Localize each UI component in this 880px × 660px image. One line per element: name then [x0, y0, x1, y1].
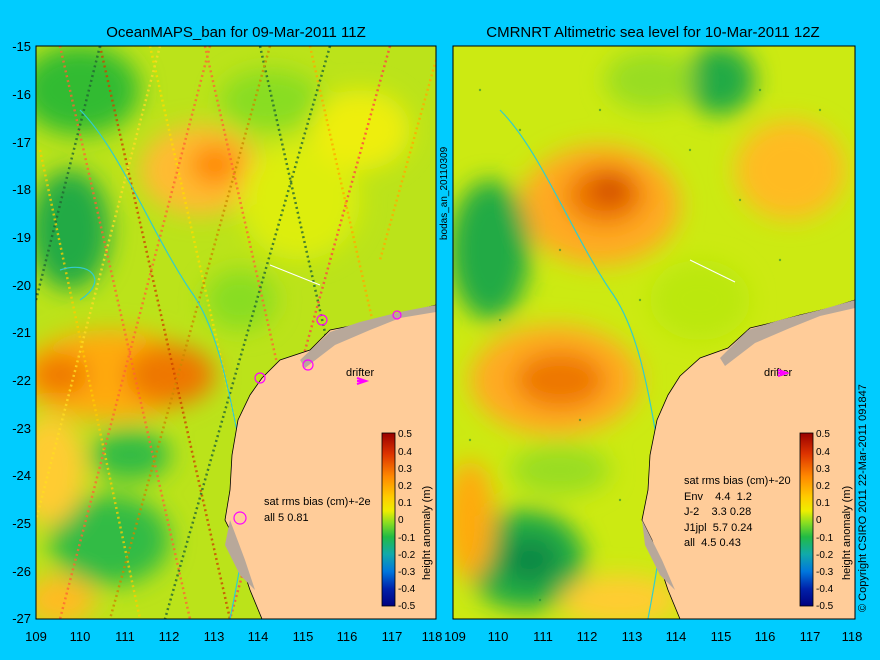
left-drifter: drifter [346, 367, 374, 385]
y-tick-label: -21 [12, 325, 31, 340]
colorbar-tick: -0.1 [398, 533, 416, 544]
left-anomaly-field [36, 46, 410, 619]
colorbar-tick: -0.2 [398, 550, 416, 561]
x-tick-label: 114 [666, 629, 687, 644]
y-tick-label: -20 [12, 278, 31, 293]
colorbar-tick: 0 [398, 515, 404, 526]
left-shelf [300, 305, 436, 368]
x-tick-label: 111 [115, 629, 135, 644]
x-tick-label: 109 [25, 629, 47, 644]
right-colorbar-label: height anomaly (m) [841, 486, 853, 580]
x-tick-label: 116 [755, 629, 776, 644]
x-tick-label: 109 [444, 629, 466, 644]
colorbar-tick: -0.4 [398, 584, 416, 595]
left-colorbar-ramp [381, 432, 396, 607]
x-tick-label: 115 [711, 629, 732, 644]
x-tick-label: 117 [800, 629, 821, 644]
drifter-arrow-icon [777, 369, 791, 377]
left-x-axis-labels: 109 110 111 112 113 114 115 116 117 118 [25, 629, 442, 644]
right-altimeter-points [468, 88, 822, 602]
left-map-frame [35, 45, 437, 620]
colorbar-tick: 0.1 [816, 498, 830, 509]
right-colorbar-ramp [799, 432, 814, 607]
left-y-axis-labels: -15 -16 -17 -18 -19 -20 -21 -22 -23 -24 … [12, 39, 31, 626]
x-tick-label: 113 [622, 629, 643, 644]
colorbar-tick: -0.3 [398, 567, 416, 578]
right-drifter: drifter [764, 367, 792, 379]
colorbar-tick: 0.4 [816, 447, 830, 458]
x-tick-label: 112 [159, 629, 180, 644]
colorbar-tick: 0.4 [398, 447, 412, 458]
x-tick-label: 118 [422, 629, 443, 644]
colorbar-tick: -0.2 [816, 550, 834, 561]
right-stats-row: Env 4.4 1.2 [684, 491, 752, 503]
colorbar-tick: 0.1 [398, 498, 412, 509]
left-stats-box: sat rms bias (cm)+-2e all 5 0.81 [264, 496, 371, 524]
left-map [36, 46, 436, 619]
right-shelf [720, 300, 855, 366]
right-anomaly-field [453, 46, 845, 619]
left-panel-title: OceanMAPS_ban for 09-Mar-2011 11Z [106, 24, 366, 41]
y-tick-label: -15 [12, 39, 31, 54]
y-tick-label: -23 [12, 421, 31, 436]
y-tick-label: -25 [12, 516, 31, 531]
x-tick-label: 117 [382, 629, 403, 644]
x-tick-label: 114 [248, 629, 269, 644]
drifter-arrow-icon [356, 377, 370, 385]
left-colorbar-label: height anomaly (m) [421, 486, 433, 580]
x-tick-label: 116 [337, 629, 358, 644]
y-tick-label: -17 [12, 135, 31, 150]
copyright-label: © Copyright CSIRO 2011 22-Mar-2011 09184… [857, 384, 869, 612]
x-tick-label: 110 [488, 629, 509, 644]
colorbar-tick: 0 [816, 515, 822, 526]
right-stats-row: J-2 3.3 0.28 [684, 506, 751, 518]
colorbar-tick: -0.5 [398, 601, 416, 612]
x-tick-label: 111 [533, 629, 553, 644]
y-tick-label: -19 [12, 230, 31, 245]
colorbar-tick: -0.3 [816, 567, 834, 578]
left-stats-header: sat rms bias (cm)+-2e [264, 496, 371, 508]
x-tick-label: 110 [70, 629, 91, 644]
colorbar-tick: -0.1 [816, 533, 834, 544]
colorbar-tick: 0.2 [398, 481, 412, 492]
left-colorbar: 0.5 0.4 0.3 0.2 0.1 0 -0.1 -0.2 -0.3 -0.… [381, 429, 433, 612]
colorbar-tick: -0.5 [816, 601, 834, 612]
x-tick-label: 112 [577, 629, 598, 644]
colorbar-tick: 0.5 [816, 429, 830, 440]
colorbar-tick: 0.2 [816, 481, 830, 492]
right-map [453, 46, 855, 619]
right-stats-header: sat rms bias (cm)+-20 [684, 475, 791, 487]
y-tick-label: -27 [12, 611, 31, 626]
y-tick-label: -22 [12, 373, 31, 388]
y-tick-label: -18 [12, 182, 31, 197]
x-tick-label: 113 [204, 629, 225, 644]
colorbar-tick: 0.3 [398, 464, 412, 475]
y-tick-label: -26 [12, 564, 31, 579]
right-stats-row: all 4.5 0.43 [684, 537, 741, 549]
left-stats-row: all 5 0.81 [264, 512, 309, 524]
colorbar-tick: 0.5 [398, 429, 412, 440]
y-tick-label: -24 [12, 468, 31, 483]
right-stats-box: sat rms bias (cm)+-20 Env 4.4 1.2 J-2 3.… [684, 475, 791, 549]
right-colorbar: 0.5 0.4 0.3 0.2 0.1 0 -0.1 -0.2 -0.3 -0.… [799, 429, 853, 612]
right-map-frame [452, 45, 856, 620]
colorbar-tick: 0.3 [816, 464, 830, 475]
left-drifter-label: drifter [346, 367, 374, 379]
colorbar-tick: -0.4 [816, 584, 834, 595]
right-x-axis-labels: 109 110 111 112 113 114 115 116 117 118 [444, 629, 862, 644]
side-label: bodas_an_20110309 [439, 146, 450, 240]
right-stats-row: J1jpl 5.7 0.24 [684, 522, 753, 534]
y-tick-label: -16 [12, 87, 31, 102]
x-tick-label: 115 [293, 629, 314, 644]
x-tick-label: 118 [842, 629, 863, 644]
right-panel-title: CMRNRT Altimetric sea level for 10-Mar-2… [486, 24, 819, 41]
